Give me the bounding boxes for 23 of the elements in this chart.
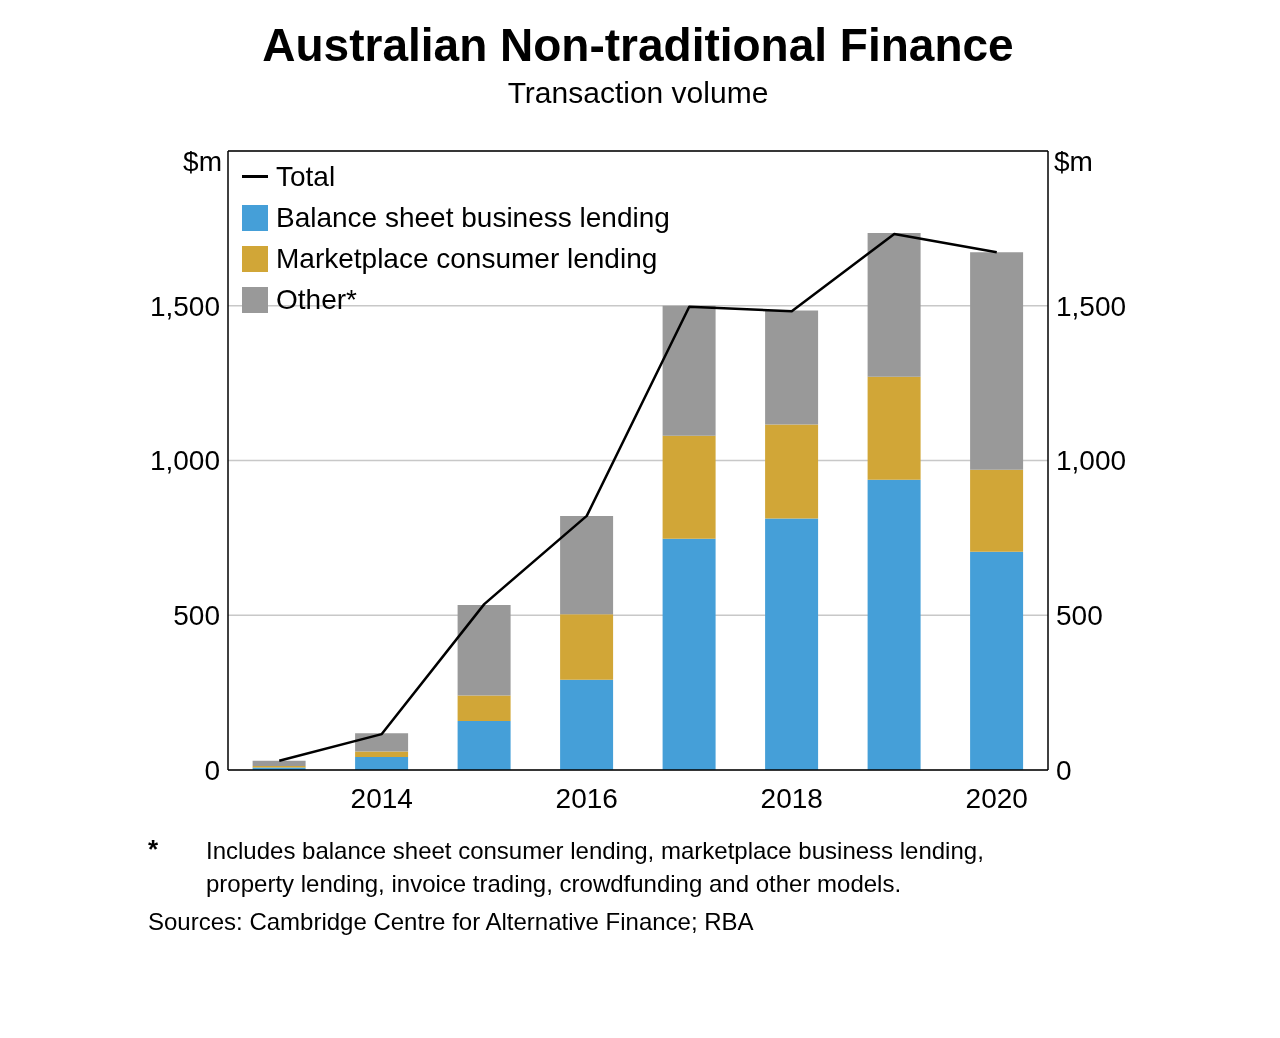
x-tick-label: 2020: [965, 782, 1028, 814]
y-tick-label: 1,500: [149, 290, 220, 322]
y-axis-title: $m: [182, 146, 222, 178]
y2-tick-label: 1,500: [1056, 290, 1127, 322]
chart-title: Australian Non-traditional Finance: [261, 18, 1015, 72]
y2-tick-label: 0: [1056, 754, 1072, 786]
y-tick-label: 0: [204, 754, 220, 786]
chart-subtitle: Transaction volume: [506, 76, 770, 110]
legend-label: Marketplace consumer lending: [276, 242, 658, 276]
y2-tick-label: 1,000: [1056, 445, 1127, 477]
y-tick-label: 1,000: [149, 445, 220, 477]
x-tick-label: 2018: [760, 782, 823, 814]
x-tick-label: 2016: [555, 782, 618, 814]
legend-label: Other*: [276, 283, 357, 317]
y-tick-label: 500: [173, 600, 220, 632]
y2-tick-label: 500: [1056, 600, 1103, 632]
source-note: Sources: Cambridge Centre for Alternative Finance; RBA: [148, 908, 755, 936]
x-tick-label: 2014: [350, 782, 413, 814]
y2-axis-title: $m: [1054, 146, 1093, 178]
text: *: [148, 834, 160, 866]
legend-label: Balance sheet business lending: [276, 201, 670, 235]
text: Includes balance sheet consumer lending, marketplace business lending, property lending, invoice trading, crowdfunding and other models.: [206, 836, 985, 899]
legend-label: Total: [276, 160, 336, 194]
